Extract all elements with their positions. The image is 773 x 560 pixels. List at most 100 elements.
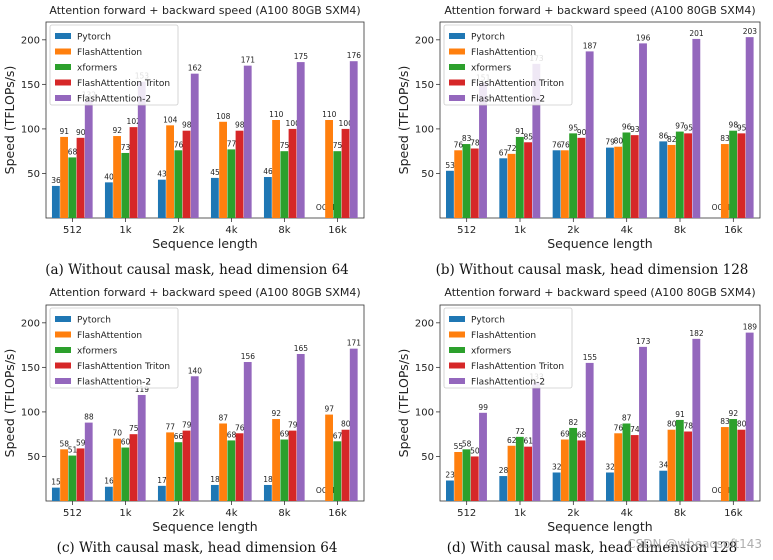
bar-value-label: 91 [675,410,685,419]
bar-value-label: 51 [68,446,78,455]
x-axis-label: Sequence length [547,236,652,251]
bar-value-label: 68 [577,430,587,439]
bar [737,133,746,218]
x-tick-label: 4k [621,508,633,519]
bar [333,151,342,218]
bar-value-label: 80 [667,420,677,429]
legend-box [443,307,573,389]
bar-value-label: 97 [325,405,335,414]
y-tick-label: 150 [21,80,40,91]
bar [675,419,684,501]
bar-value-label: 92 [729,409,739,418]
bar-value-label: 15 [51,478,61,487]
bar [675,131,684,218]
bar [569,133,578,218]
legend-swatch [449,362,465,369]
bar [113,136,121,218]
chart-title: Attention forward + backward speed (A100… [444,4,755,17]
bar [174,150,183,218]
bar [129,434,138,501]
bar-value-label: 79 [605,138,615,147]
bar [606,472,614,501]
legend-entry: FlashAttention Triton [471,79,564,89]
chart-panel-d: Attention forward + backward speed (A100… [396,286,761,556]
bar [622,132,631,218]
bar-value-label: 176 [347,51,362,60]
bar-value-label: 79 [288,421,298,430]
bar-value-label: 75 [129,424,139,433]
bar [157,485,166,501]
bar-value-label: 87 [219,413,229,422]
y-axis-label: Speed (TFLOPs/s) [2,66,17,175]
bar-value-label: 88 [84,413,94,422]
y-tick-label: 150 [415,363,434,374]
y-axis-label: Speed (TFLOPs/s) [2,349,17,458]
bar-value-label: 85 [523,132,533,141]
bar-value-label: 175 [294,52,309,61]
bar-value-label: 95 [737,123,747,132]
bar-value-label: 18 [210,475,220,484]
legend: Pytorch FlashAttention xformers FlashAttent… [443,24,573,106]
legend-entry: xformers [77,64,118,74]
bar [577,137,586,218]
chart-panel-c: Attention forward + backward speed (A100… [2,286,365,556]
bar-value-label: 75 [333,141,343,150]
x-axis-label: Sequence length [547,519,652,534]
y-tick-label: 50 [27,452,40,463]
bar [630,435,639,501]
bar [532,63,541,218]
bar-value-label: 76 [454,140,464,149]
bar [190,376,199,501]
bar [446,480,454,501]
bar-value-label: 83 [720,134,730,143]
legend-entry: FlashAttention Triton [77,362,170,372]
oom-label: OOM [712,203,730,212]
bar-value-label: 55 [454,442,464,451]
bar [552,150,561,218]
bar-value-label: 32 [552,462,562,471]
legend-entry: xformers [471,64,512,74]
bar-value-label: 69 [560,430,570,439]
y-tick-label: 100 [415,124,434,135]
bar [729,130,738,218]
bar [325,414,333,501]
bar-value-label: 91 [60,127,70,136]
bar-value-label: 102 [127,117,142,126]
bar-value-label: 93 [630,125,640,134]
bar-value-label: 90 [577,128,587,137]
bar [60,136,68,218]
bar-value-label: 110 [269,110,284,119]
legend-swatch [55,331,71,338]
legend-swatch [449,331,465,338]
bar-value-label: 201 [689,29,704,38]
bar [325,120,333,218]
legend-entry: FlashAttention-2 [77,95,151,105]
bar-value-label: 82 [667,135,677,144]
bar [639,43,647,218]
legend-swatch [55,95,71,101]
bar [349,348,358,501]
legend-box [49,307,179,389]
y-tick-label: 150 [21,363,40,374]
bar-value-label: 77 [227,139,237,148]
bar [729,419,738,501]
legend-swatch [55,33,71,39]
bar-value-label: 68 [227,430,237,439]
bar-value-label: 76 [174,140,184,149]
legend-entry: FlashAttention [77,331,142,341]
bar [288,430,297,501]
bar-value-label: 58 [462,439,472,448]
figure-caption: (a) Without causal mask, head dimension … [45,262,349,278]
legend-swatch [55,378,71,384]
bar-value-label: 97 [675,122,685,131]
chart-panel-b: Attention forward + backward speed (A100… [396,4,761,278]
legend-swatch [55,48,71,55]
bar [446,170,454,218]
y-tick-label: 50 [421,169,434,180]
bar-value-label: 36 [51,176,61,185]
bar [243,362,252,501]
bar [606,147,614,218]
y-tick-label: 200 [415,35,434,46]
bar [692,338,701,501]
bar-value-label: 46 [263,167,273,176]
